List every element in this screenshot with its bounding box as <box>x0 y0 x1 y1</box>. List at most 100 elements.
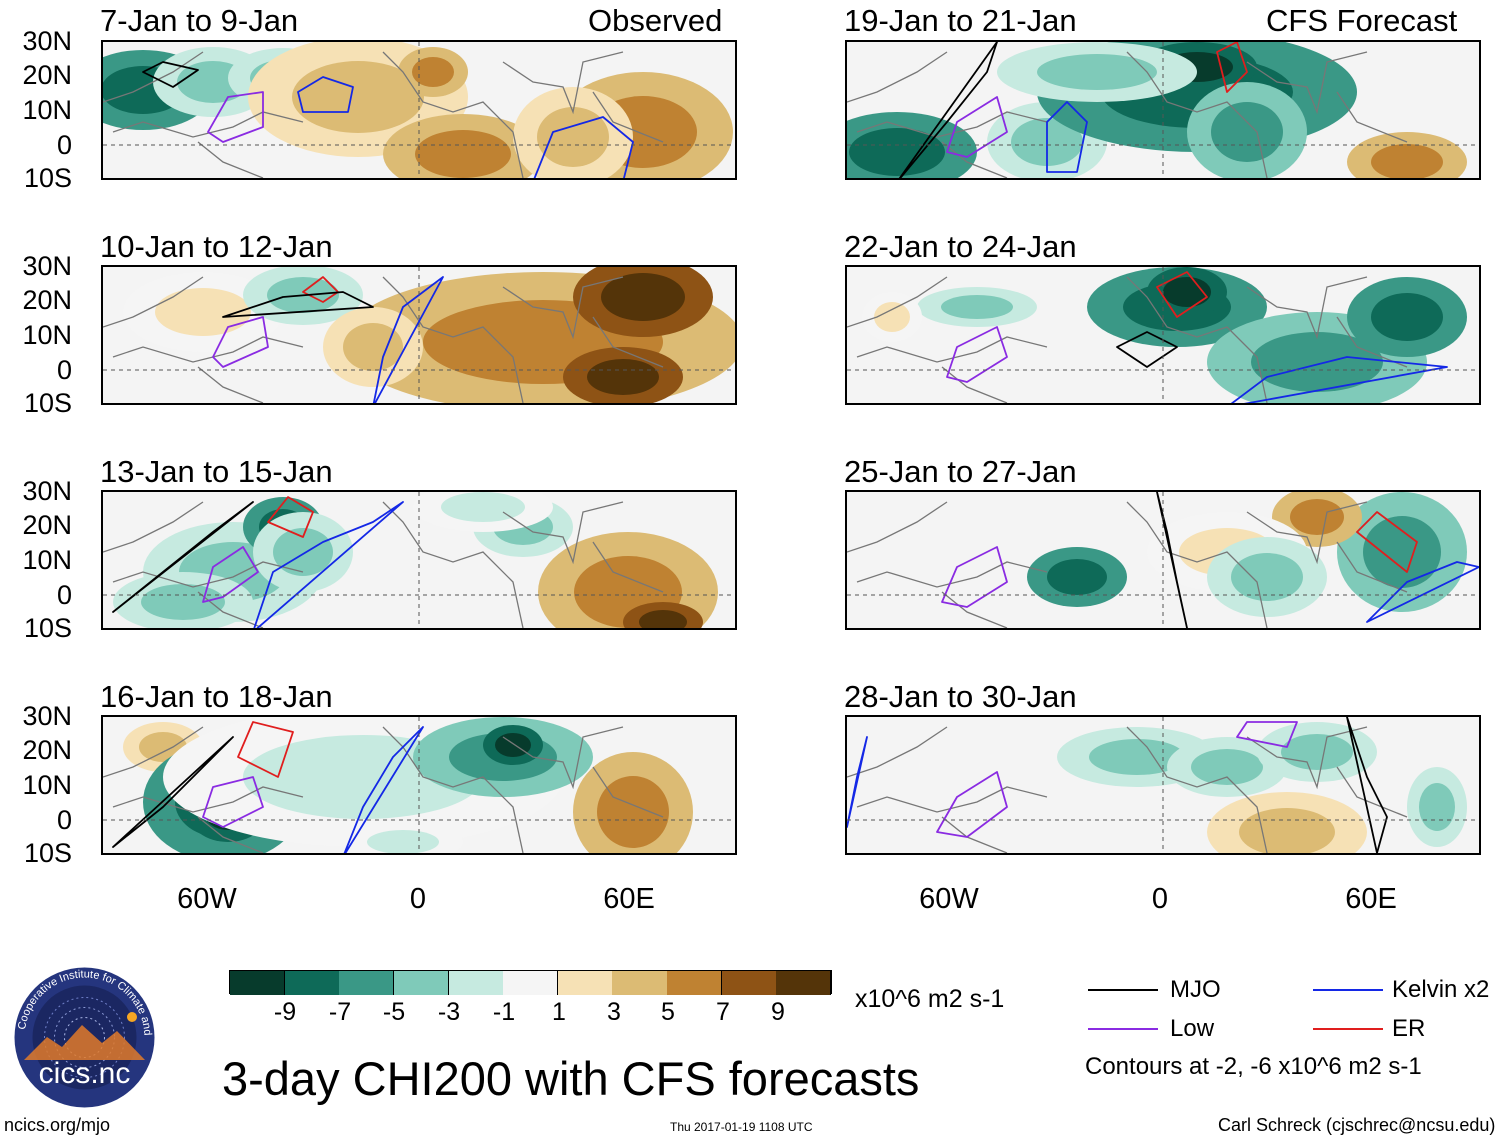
anomaly-blob <box>862 292 922 342</box>
anomaly-blob <box>323 307 423 387</box>
colorbar-units: x10^6 m2 s-1 <box>855 985 1005 1013</box>
map-canvas <box>103 42 735 178</box>
cics-logo: Cooperative Institute for Climate and Sa… <box>8 956 157 1115</box>
x-tick-label: 0 <box>1151 883 1169 915</box>
map-canvas <box>103 717 735 853</box>
anomaly-blob <box>1407 767 1467 847</box>
y-tick-label: 10S <box>23 838 72 868</box>
y-tick-label: 20N <box>22 735 72 765</box>
y-tick-label: 10N <box>22 545 72 575</box>
map-panel-19-21-jan <box>845 40 1481 180</box>
wave-contour <box>936 771 1008 838</box>
panel-title: 19-Jan to 21-Jan <box>844 3 1077 38</box>
wave-contour <box>1156 271 1208 318</box>
colorbar-swatch <box>557 971 613 995</box>
y-tick-label: 20N <box>22 60 72 90</box>
colorbar-tick-label: 9 <box>771 998 785 1026</box>
wave-contour <box>946 326 1008 383</box>
x-tick-label: 60E <box>1345 883 1397 915</box>
legend-label-er: ER <box>1392 1015 1426 1042</box>
colorbar-tick-label: -5 <box>382 998 406 1026</box>
coastline <box>103 501 664 628</box>
wave-contour <box>202 546 259 603</box>
map-panel-28-30-jan <box>845 715 1481 855</box>
legend-label-low: Low <box>1170 1015 1215 1042</box>
anomaly-blob <box>383 114 543 178</box>
y-tick-label: 10S <box>23 163 72 193</box>
y-tick-label: 0 <box>56 130 72 160</box>
wave-contour <box>212 316 269 368</box>
y-tick-label: 0 <box>56 580 72 610</box>
x-tick-label: 60E <box>603 883 655 915</box>
footer-author: Carl Schreck (cjschrec@ncsu.edu) <box>1218 1115 1496 1135</box>
coastline <box>847 501 1408 628</box>
panel-title: 22-Jan to 24-Jan <box>844 229 1077 264</box>
anomaly-blob <box>123 272 283 352</box>
anomaly-blob <box>1207 792 1367 853</box>
y-tick-label: 0 <box>56 355 72 385</box>
y-tick-label: 30N <box>22 476 72 506</box>
anomaly-blob <box>483 725 543 765</box>
colorbar-tick-label: -1 <box>492 998 516 1026</box>
legend-line-kelvin <box>1313 989 1383 991</box>
colorbar-swatch <box>667 971 723 995</box>
wave-contour <box>267 496 314 538</box>
anomaly-blob <box>1027 547 1127 607</box>
map-panel-7-9-jan <box>101 40 737 180</box>
x-tick-label: 60W <box>919 883 979 915</box>
anomaly-blob <box>917 287 1037 327</box>
anomaly-blob <box>997 42 1197 102</box>
wave-contour <box>533 116 634 178</box>
panel-title: 25-Jan to 27-Jan <box>844 454 1077 489</box>
anomaly-blob <box>1347 277 1467 357</box>
wave-contour <box>222 291 374 318</box>
map-canvas <box>847 267 1479 403</box>
map-canvas <box>847 492 1479 628</box>
colorbar-tick-label: 3 <box>607 998 621 1026</box>
map-panel-16-18-jan <box>101 715 737 855</box>
wave-contour <box>941 546 1008 608</box>
anomaly-blob <box>343 822 463 853</box>
coastline <box>103 726 664 853</box>
panel-title: 13-Jan to 15-Jan <box>100 454 333 489</box>
colorbar-tick-label: -7 <box>328 998 352 1026</box>
anomaly-blob <box>573 752 693 853</box>
y-tick-label: 30N <box>22 26 72 56</box>
wave-contour <box>1230 356 1448 403</box>
logo-text: cics.nc <box>39 1057 131 1090</box>
wave-contour <box>237 721 294 778</box>
legend-label-mjo: MJO <box>1170 976 1221 1003</box>
map-panel-10-12-jan <box>101 265 737 405</box>
colorbar-swatch <box>612 971 668 995</box>
wave-contour <box>898 42 998 178</box>
panel-title: 28-Jan to 30-Jan <box>844 679 1077 714</box>
anomaly-blob <box>1187 82 1307 178</box>
y-tick-label: 10S <box>23 613 72 643</box>
colorbar-swatch <box>776 971 832 995</box>
y-tick-label: 10N <box>22 95 72 125</box>
footer-link[interactable]: ncics.org/mjo <box>4 1115 111 1135</box>
y-tick-label: 30N <box>22 251 72 281</box>
anomaly-blob <box>623 602 703 628</box>
main-title: 3-day CHI200 with CFS forecasts <box>222 1052 920 1105</box>
wave-contour <box>112 501 254 613</box>
y-tick-label: 0 <box>56 805 72 835</box>
map-panel-13-15-jan <box>101 490 737 630</box>
map-canvas <box>103 492 735 628</box>
wave-contour <box>1236 721 1298 748</box>
colorbar-tick-label: 5 <box>661 998 675 1026</box>
colorbar-swatch <box>393 971 450 995</box>
map-canvas <box>847 717 1479 853</box>
wave-contour <box>372 276 444 403</box>
wave-contour <box>1116 331 1178 368</box>
y-tick-label: 30N <box>22 701 72 731</box>
cfs-forecast-label: CFS Forecast <box>1266 3 1458 38</box>
wave-contour <box>253 501 404 628</box>
wave-contour <box>207 91 264 143</box>
anomaly-blob <box>563 347 683 403</box>
wave-contour <box>343 726 424 853</box>
wave-contour <box>1156 492 1188 628</box>
y-tick-label: 20N <box>22 510 72 540</box>
colorbar-tick-label: 1 <box>552 998 566 1026</box>
anomaly-blob <box>1147 267 1227 317</box>
